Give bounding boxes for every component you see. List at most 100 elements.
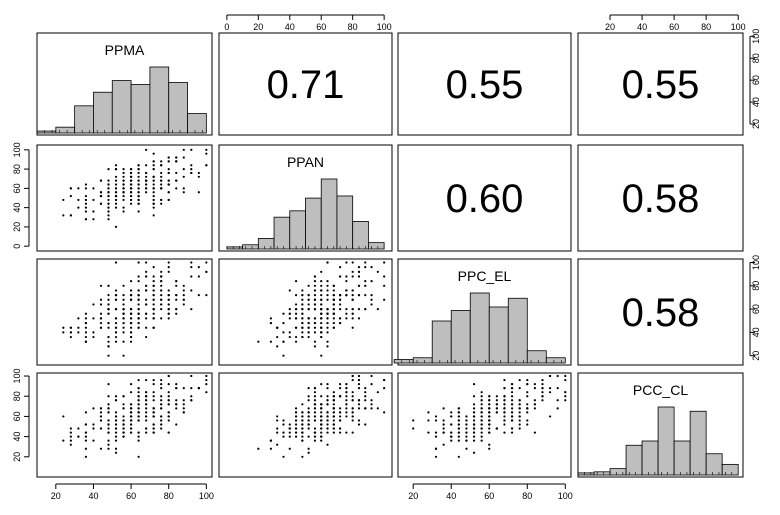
scatter-point bbox=[152, 266, 155, 269]
panel-frame bbox=[36, 258, 213, 366]
scatter-point bbox=[301, 455, 304, 458]
scatter-point bbox=[518, 387, 521, 390]
scatter-point bbox=[357, 383, 361, 386]
scatter-point bbox=[345, 383, 348, 386]
histogram-bar bbox=[450, 310, 471, 364]
tick-label: 20 bbox=[12, 222, 22, 232]
scatter-point bbox=[167, 403, 170, 406]
scatter-point bbox=[197, 294, 200, 297]
scatter-point bbox=[332, 391, 335, 394]
scatter-point bbox=[357, 307, 361, 311]
scatter-point bbox=[332, 321, 335, 325]
scatter-point bbox=[339, 294, 342, 297]
scatter-point bbox=[320, 331, 323, 334]
scatter-point bbox=[182, 407, 185, 410]
scatter-point bbox=[114, 298, 118, 301]
scatter-point bbox=[92, 198, 95, 202]
scatter-point bbox=[313, 345, 317, 348]
panel-frame bbox=[397, 32, 572, 136]
tick-label: 80 bbox=[164, 491, 174, 501]
scatter-point bbox=[332, 419, 335, 422]
scatter-point bbox=[313, 415, 317, 418]
scatter-point bbox=[339, 395, 342, 398]
scatter-point bbox=[518, 423, 521, 426]
scatter-point bbox=[313, 298, 317, 301]
scatter-point bbox=[182, 187, 185, 190]
scatter-point bbox=[370, 303, 373, 306]
scatter-point bbox=[326, 326, 329, 329]
scatter-point bbox=[301, 331, 304, 334]
scatter-point bbox=[175, 387, 178, 390]
scatter-point bbox=[332, 298, 335, 301]
scatter-point bbox=[276, 427, 279, 430]
scatter-point bbox=[167, 298, 170, 301]
panel-frame bbox=[397, 144, 572, 252]
scatter-point bbox=[480, 411, 483, 414]
scatter-point bbox=[480, 427, 483, 430]
scatter-point bbox=[137, 294, 140, 297]
scatter-point bbox=[294, 427, 298, 430]
scatter-point bbox=[357, 403, 361, 406]
scatter-point bbox=[114, 261, 118, 264]
scatter-point bbox=[510, 411, 514, 414]
scatter-point bbox=[107, 194, 110, 198]
scatter-point bbox=[301, 303, 304, 306]
scatter-point bbox=[129, 317, 133, 320]
scatter-point bbox=[145, 399, 148, 402]
scatter-point bbox=[145, 407, 148, 410]
histogram-bar bbox=[545, 357, 566, 364]
scatter-point bbox=[137, 171, 140, 175]
scatter-point bbox=[364, 399, 367, 402]
scatter-point bbox=[84, 317, 88, 320]
histogram-bar bbox=[526, 350, 547, 364]
histogram-bar bbox=[36, 130, 57, 134]
scatter-point bbox=[137, 312, 140, 315]
scatter-point bbox=[301, 415, 304, 418]
scatter-point bbox=[313, 387, 317, 390]
histogram-bar bbox=[673, 440, 691, 476]
scatter-point bbox=[137, 167, 140, 171]
scatter-point bbox=[167, 261, 170, 264]
scatter-point bbox=[92, 407, 95, 410]
scatter-point bbox=[351, 415, 354, 418]
scatter-point bbox=[301, 439, 304, 442]
scatter-point bbox=[503, 415, 506, 418]
scatter-point bbox=[137, 275, 140, 278]
scatter-point bbox=[276, 345, 279, 348]
scatter-point bbox=[465, 431, 468, 434]
scatter-point bbox=[276, 419, 279, 422]
scatter-point bbox=[488, 427, 491, 430]
scatter-point bbox=[152, 187, 155, 190]
scatter-point bbox=[442, 407, 445, 410]
scatter-point bbox=[145, 391, 148, 394]
scatter-point bbox=[129, 411, 133, 414]
scatter-point bbox=[351, 317, 354, 320]
scatter-point bbox=[301, 335, 304, 339]
scatter-point bbox=[307, 435, 310, 438]
scatter-point bbox=[488, 411, 491, 414]
scatter-point bbox=[442, 419, 445, 422]
scatter-point bbox=[269, 447, 272, 450]
scatter-point bbox=[276, 443, 279, 446]
scatter-point bbox=[488, 407, 491, 410]
scatter-point bbox=[301, 423, 304, 426]
scatter-point bbox=[518, 407, 521, 410]
scatter-point bbox=[294, 407, 298, 410]
scatter-point bbox=[357, 378, 361, 382]
tick-label: 40 bbox=[751, 327, 761, 337]
scatter-point bbox=[257, 340, 260, 343]
histogram-bar bbox=[625, 444, 643, 476]
scatter-point bbox=[175, 160, 178, 163]
scatter-point bbox=[288, 447, 291, 450]
scatter-point bbox=[345, 317, 348, 320]
scatter-point bbox=[129, 321, 133, 325]
scatter-point bbox=[122, 395, 125, 398]
scatter-point bbox=[167, 307, 170, 311]
scatter-point bbox=[357, 407, 361, 410]
scatter-point bbox=[510, 387, 514, 390]
tick-label: 80 bbox=[701, 22, 711, 32]
scatter-point bbox=[122, 435, 125, 438]
tick-label: 60 bbox=[669, 22, 679, 32]
scatter-point bbox=[152, 206, 155, 209]
